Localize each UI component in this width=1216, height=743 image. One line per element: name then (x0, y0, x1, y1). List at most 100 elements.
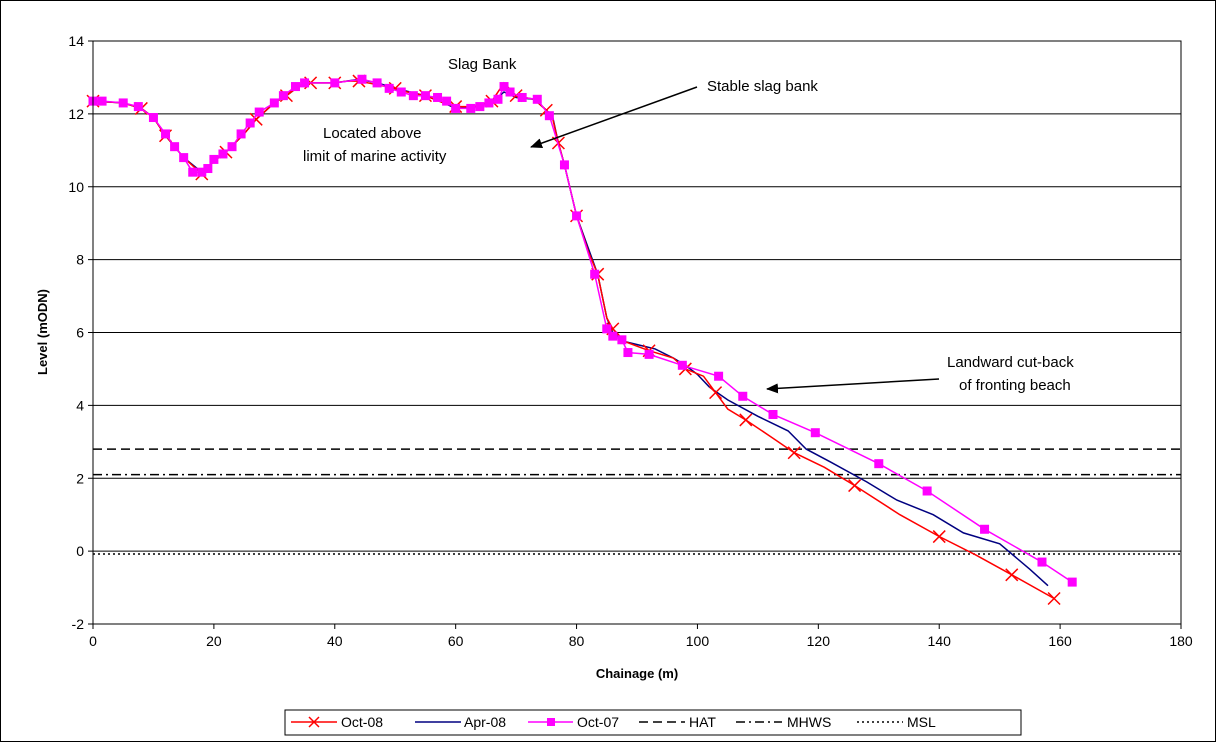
point-oct-07 (922, 486, 932, 496)
point-oct-07 (357, 74, 367, 84)
point-oct-07 (290, 82, 300, 92)
y-tick-label: -2 (72, 616, 85, 632)
point-oct-07 (372, 78, 382, 88)
point-oct-08 (739, 413, 753, 427)
point-oct-07 (623, 348, 633, 358)
y-tick-label: 14 (68, 33, 84, 49)
point-oct-07 (590, 269, 600, 279)
y-tick-label: 2 (76, 470, 84, 486)
point-oct-07 (278, 91, 288, 101)
legend-label-hat: HAT (689, 714, 716, 730)
point-oct-07 (493, 94, 503, 104)
point-oct-07 (245, 118, 255, 128)
point-oct-07 (254, 107, 264, 117)
point-oct-07 (148, 113, 158, 123)
point-oct-08 (1005, 568, 1019, 582)
point-oct-07 (559, 160, 569, 170)
point-oct-07 (1067, 577, 1077, 587)
point-oct-07 (133, 102, 143, 112)
point-oct-07 (517, 92, 527, 102)
point-oct-07 (475, 102, 485, 112)
y-tick-label: 8 (76, 252, 84, 268)
point-oct-07 (197, 167, 207, 177)
point-oct-07 (408, 91, 418, 101)
annotation-stable-slag-bank: Stable slag bank (707, 78, 818, 95)
point-oct-07 (433, 92, 443, 102)
point-oct-07 (466, 103, 476, 113)
legend: Oct-08 Apr-08 Oct-07 HAT MHWS MSL (284, 709, 1022, 736)
point-oct-07 (384, 83, 394, 93)
point-oct-07 (608, 331, 618, 341)
y-tick-label: 6 (76, 325, 84, 341)
y-tick-label: 4 (76, 397, 84, 413)
point-oct-07 (330, 78, 340, 88)
point-oct-07 (97, 96, 107, 106)
y-axis-title: Level (mODN) (35, 289, 50, 375)
legend-label-oct-08: Oct-08 (341, 714, 383, 730)
x-tick-label: 100 (686, 633, 710, 649)
x-tick-label: 0 (89, 633, 97, 649)
annotation-fronting-beach: of fronting beach (959, 377, 1071, 394)
point-oct-07 (396, 87, 406, 97)
point-oct-08 (1047, 591, 1061, 606)
point-oct-07 (644, 349, 654, 359)
legend-label-oct-07: Oct-07 (577, 714, 619, 730)
point-oct-07 (810, 428, 820, 438)
point-oct-07 (738, 391, 748, 401)
data-series (86, 74, 1077, 606)
x-tick-label: 40 (327, 633, 343, 649)
point-oct-07 (209, 154, 219, 164)
point-oct-07 (300, 78, 310, 88)
x-tick-label: 20 (206, 633, 222, 649)
point-oct-07 (218, 149, 228, 159)
annotation-landward-cutback: Landward cut-back (947, 354, 1074, 371)
point-oct-07 (170, 142, 180, 152)
x-tick-label: 120 (807, 633, 831, 649)
arrow-landward-cutback (766, 378, 940, 394)
y-tick-label: 10 (68, 179, 84, 195)
legend-item-msl: MSL (857, 714, 936, 730)
point-oct-07 (499, 82, 509, 92)
legend-item-oct-07: Oct-07 (528, 714, 619, 730)
point-oct-07 (161, 129, 171, 139)
y-tick-label: 0 (76, 543, 84, 559)
series-oct-07 (88, 74, 1077, 587)
point-oct-07 (505, 87, 515, 97)
point-oct-07 (572, 211, 582, 221)
point-oct-07 (980, 524, 990, 534)
point-oct-08 (709, 386, 723, 400)
point-oct-07 (714, 371, 724, 381)
point-oct-07 (203, 164, 213, 174)
x-tick-label: 180 (1169, 633, 1193, 649)
point-oct-08 (787, 446, 801, 460)
x-tick-label: 80 (569, 633, 585, 649)
point-oct-07 (1037, 557, 1047, 567)
point-oct-07 (451, 103, 461, 113)
legend-item-mhws: MHWS (736, 714, 831, 730)
point-oct-07 (484, 98, 494, 108)
point-oct-07 (188, 167, 198, 177)
legend-label-mhws: MHWS (787, 714, 831, 730)
arrow-stable-slag-bank (530, 86, 698, 148)
reference-lines (93, 448, 1181, 555)
point-oct-07 (442, 96, 452, 106)
x-tick-label: 160 (1048, 633, 1072, 649)
point-oct-07 (269, 98, 279, 108)
x-axis-title: Chainage (m) (596, 666, 678, 681)
x-tick-label: 60 (448, 633, 464, 649)
legend-label-msl: MSL (907, 714, 936, 730)
annotation-slag-bank: Slag Bank (448, 56, 517, 73)
point-oct-07 (227, 142, 237, 152)
point-oct-07 (874, 459, 884, 469)
annotation-located-above: Located above (323, 125, 421, 142)
y-tick-label: 12 (68, 106, 84, 122)
point-oct-07 (602, 324, 612, 334)
x-tick-label: 140 (928, 633, 952, 649)
point-oct-07 (532, 94, 542, 104)
point-oct-07 (677, 360, 687, 370)
point-oct-07 (420, 91, 430, 101)
point-oct-07 (236, 129, 246, 139)
